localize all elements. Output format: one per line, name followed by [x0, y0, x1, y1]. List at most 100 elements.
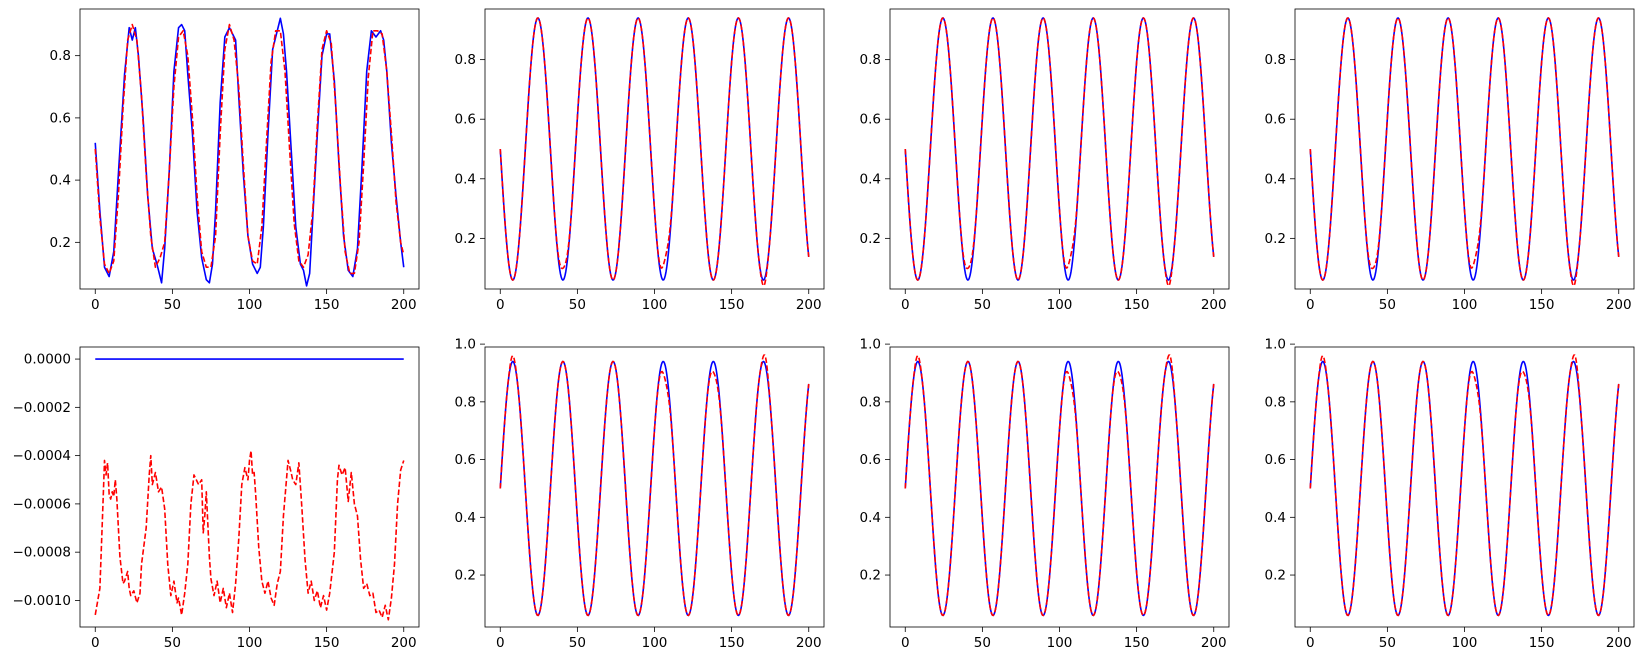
- x-tick-label: 200: [1201, 635, 1227, 651]
- axes-frame: [1294, 346, 1635, 628]
- x-tick-label: 150: [1529, 297, 1555, 313]
- y-tick-label: 0.4: [1265, 171, 1286, 187]
- x-tick-label: 200: [796, 635, 822, 651]
- x-tick-label: 200: [1606, 635, 1632, 651]
- x-tick-label: 0: [901, 635, 910, 651]
- truth-line: [1309, 360, 1620, 617]
- x-tick-label: 0: [91, 297, 100, 313]
- y-tick-label: 0.2: [1265, 231, 1286, 247]
- y-tick-label: 0.4: [50, 173, 71, 189]
- y-tick-label: 0.6: [455, 112, 476, 128]
- axes-frame: [889, 8, 1230, 290]
- y-tick-label: −0.0008: [12, 545, 71, 561]
- x-tick-label: 100: [1452, 297, 1478, 313]
- prediction-line: [1309, 354, 1620, 617]
- y-tick-label: 1.0: [455, 337, 476, 353]
- prediction-line: [499, 17, 810, 287]
- x-tick-label: 200: [796, 297, 822, 313]
- x-tick-label: 50: [164, 297, 181, 313]
- x-tick-label: 100: [237, 297, 263, 313]
- y-tick-label: 0.6: [1265, 112, 1286, 128]
- y-tick-label: 0.2: [455, 568, 476, 584]
- axes-frame: [484, 346, 825, 628]
- x-tick-label: 50: [164, 635, 181, 651]
- x-tick-label: 50: [974, 297, 991, 313]
- truth-line: [499, 17, 810, 281]
- y-tick-label: 0.8: [50, 48, 71, 64]
- y-tick-label: 0.6: [1265, 452, 1286, 468]
- y-tick-label: 1.0: [860, 337, 881, 353]
- y-tick-label: 0.8: [1265, 394, 1286, 410]
- x-tick-label: 150: [1124, 635, 1150, 651]
- truth-line: [499, 360, 810, 617]
- subplot-4: 0 50 100 150 200 0.2 0.4 0.6 0.8: [1265, 8, 1635, 313]
- x-tick-label: 200: [391, 297, 417, 313]
- x-tick-label: 150: [314, 297, 340, 313]
- subplot-2: 0 50 100 150 200 0.2 0.4 0.6 0.8: [455, 8, 825, 313]
- prediction-line: [1309, 17, 1620, 287]
- y-tick-label: 0.6: [455, 452, 476, 468]
- subplot-7: 0 50 100 150 200 0.2 0.4 0.6 0.8 1.0: [860, 337, 1230, 651]
- x-tick-label: 100: [1047, 297, 1073, 313]
- y-tick-label: −0.0002: [12, 400, 71, 416]
- y-tick-label: −0.0006: [12, 496, 71, 512]
- y-tick-label: 0.4: [860, 171, 881, 187]
- y-tick-label: 0.2: [860, 568, 881, 584]
- x-tick-label: 150: [719, 635, 745, 651]
- axes-frame: [889, 346, 1230, 628]
- x-tick-label: 100: [642, 635, 668, 651]
- x-tick-label: 150: [1124, 297, 1150, 313]
- y-tick-label: 0.4: [455, 171, 476, 187]
- y-tick-label: 0.6: [860, 112, 881, 128]
- x-tick-label: 100: [642, 297, 668, 313]
- y-tick-label: 0.8: [1265, 52, 1286, 68]
- y-tick-label: 0.2: [50, 235, 71, 251]
- prediction-line: [499, 354, 810, 617]
- axes-frame: [79, 346, 420, 628]
- y-tick-label: −0.0004: [12, 448, 71, 464]
- x-tick-label: 0: [91, 635, 100, 651]
- x-tick-label: 0: [496, 297, 505, 313]
- x-tick-label: 0: [901, 297, 910, 313]
- x-tick-label: 150: [1529, 635, 1555, 651]
- x-tick-label: 150: [719, 297, 745, 313]
- y-tick-label: 0.8: [860, 394, 881, 410]
- prediction-line: [904, 17, 1215, 287]
- subplot-6: 0 50 100 150 200 0.2 0.4 0.6 0.8 1.0: [455, 337, 825, 651]
- y-tick-label: 0.8: [860, 52, 881, 68]
- x-tick-label: 50: [974, 635, 991, 651]
- truth-line: [1309, 17, 1620, 281]
- y-tick-label: 0.2: [1265, 568, 1286, 584]
- prediction-line: [94, 449, 405, 621]
- subplot-8: 0 50 100 150 200 0.2 0.4 0.6 0.8 1.0: [1265, 337, 1635, 651]
- x-tick-label: 100: [237, 635, 263, 651]
- x-tick-label: 150: [314, 635, 340, 651]
- x-tick-label: 200: [391, 635, 417, 651]
- x-tick-label: 100: [1047, 635, 1073, 651]
- prediction-line: [94, 23, 405, 275]
- y-tick-label: 0.2: [455, 231, 476, 247]
- y-tick-label: 0.2: [860, 231, 881, 247]
- x-tick-label: 100: [1452, 635, 1478, 651]
- x-tick-label: 50: [569, 635, 586, 651]
- x-tick-label: 0: [496, 635, 505, 651]
- y-tick-label: 0.4: [1265, 510, 1286, 526]
- axes-frame: [1294, 8, 1635, 290]
- y-tick-label: 0.6: [860, 452, 881, 468]
- y-tick-label: 1.0: [1265, 337, 1286, 353]
- x-tick-label: 50: [1379, 297, 1396, 313]
- x-tick-label: 200: [1201, 297, 1227, 313]
- y-tick-label: 0.8: [455, 52, 476, 68]
- x-tick-label: 0: [1306, 297, 1315, 313]
- x-tick-label: 200: [1606, 297, 1632, 313]
- x-tick-label: 50: [1379, 635, 1396, 651]
- y-tick-label: −0.0010: [12, 593, 71, 609]
- truth-line: [904, 360, 1215, 617]
- subplot-5: 0 50 100 150 200 0.0000 −0.0002 −0.0004 −0.0006 −…: [12, 346, 420, 651]
- subplot-1: 0 50 100 150 200 0.2 0.4 0.6 0.8: [50, 8, 420, 313]
- prediction-line: [904, 354, 1215, 617]
- y-tick-label: 0.6: [50, 110, 71, 126]
- subplot-3: 0 50 100 150 200 0.2 0.4 0.6 0.8: [860, 8, 1230, 313]
- y-tick-label: 0.0000: [24, 352, 71, 368]
